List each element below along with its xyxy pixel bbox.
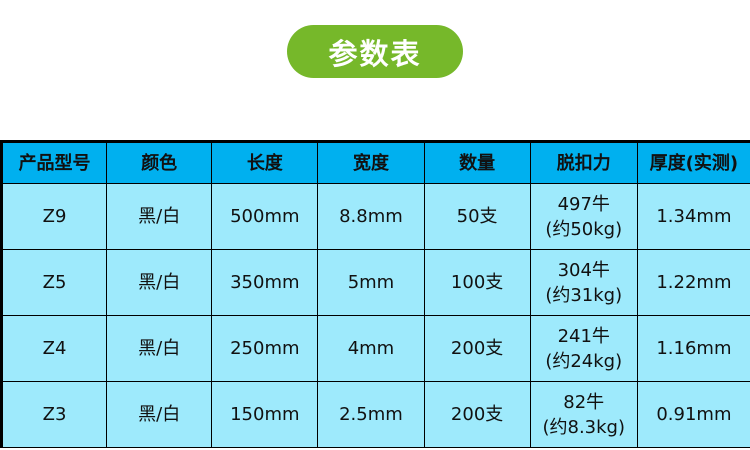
- cell-color: 黑/白: [106, 249, 213, 316]
- cell-width: 5mm: [317, 249, 425, 316]
- cell-width: 8.8mm: [317, 183, 425, 250]
- cell-color: 黑/白: [106, 315, 213, 382]
- force-newtons: 241牛: [557, 325, 610, 347]
- column-header: 数量: [423, 141, 531, 184]
- table-row: Z5 黑/白 350mm 5mm 100支 304牛 (约31kg) 1.22mm: [0, 249, 750, 316]
- cell-width: 4mm: [317, 315, 425, 382]
- cell-force: 241牛 (约24kg): [529, 315, 638, 382]
- force-kg: (约31kg): [545, 284, 623, 306]
- column-header: 长度: [211, 141, 319, 184]
- table-header-row: 产品型号 颜色 长度 宽度 数量 脱扣力 厚度(实测): [0, 141, 750, 184]
- table-row: Z9 黑/白 500mm 8.8mm 50支 497牛 (约50kg) 1.34mm: [0, 183, 750, 250]
- cell-thickness: 1.34mm: [636, 183, 750, 250]
- cell-model: Z3: [0, 381, 108, 448]
- cell-quantity: 200支: [423, 381, 531, 448]
- force-kg: (约8.3kg): [542, 416, 625, 438]
- column-header: 产品型号: [0, 141, 108, 184]
- cell-model: Z5: [0, 249, 108, 316]
- cell-quantity: 50支: [423, 183, 531, 250]
- force-newtons: 304牛: [557, 259, 610, 281]
- column-header: 脱扣力: [529, 141, 638, 184]
- spec-table: 产品型号 颜色 长度 宽度 数量 脱扣力 厚度(实测) Z9 黑/白 500mm 8.8mm 50支…: [0, 140, 750, 448]
- cell-model: Z9: [0, 183, 108, 250]
- cell-length: 350mm: [211, 249, 319, 316]
- cell-thickness: 0.91mm: [636, 381, 750, 448]
- cell-thickness: 1.16mm: [636, 315, 750, 382]
- page-title: 参数表: [287, 25, 463, 78]
- cell-color: 黑/白: [106, 183, 213, 250]
- cell-length: 500mm: [211, 183, 319, 250]
- cell-force: 82牛 (约8.3kg): [529, 381, 638, 448]
- force-kg: (约50kg): [545, 218, 623, 240]
- force-newtons: 82牛: [563, 391, 605, 413]
- cell-length: 150mm: [211, 381, 319, 448]
- cell-force: 304牛 (约31kg): [529, 249, 638, 316]
- force-newtons: 497牛: [557, 193, 610, 215]
- cell-width: 2.5mm: [317, 381, 425, 448]
- cell-quantity: 200支: [423, 315, 531, 382]
- table-row: Z3 黑/白 150mm 2.5mm 200支 82牛 (约8.3kg) 0.91mm: [0, 381, 750, 448]
- cell-thickness: 1.22mm: [636, 249, 750, 316]
- cell-color: 黑/白: [106, 381, 213, 448]
- cell-length: 250mm: [211, 315, 319, 382]
- cell-force: 497牛 (约50kg): [529, 183, 638, 250]
- force-kg: (约24kg): [545, 350, 623, 372]
- cell-model: Z4: [0, 315, 108, 382]
- column-header: 厚度(实测): [636, 141, 750, 184]
- column-header: 颜色: [106, 141, 213, 184]
- column-header: 宽度: [317, 141, 425, 184]
- table-row: Z4 黑/白 250mm 4mm 200支 241牛 (约24kg) 1.16mm: [0, 315, 750, 382]
- cell-quantity: 100支: [423, 249, 531, 316]
